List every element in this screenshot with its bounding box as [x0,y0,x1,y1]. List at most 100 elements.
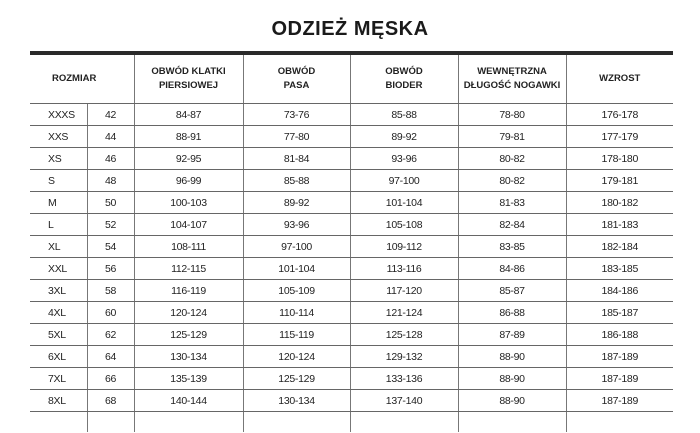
cell-chest: 130-134 [133,345,244,368]
cell-height: 176-178 [565,103,674,126]
cell-chest: 120-124 [133,301,244,324]
cell-hips: 113-116 [349,257,459,280]
cell-hips: 85-88 [349,103,459,126]
size-chart-table: ROZMIAR OBWÓD KLATKI PIERSIOWEJ OBWÓD PASA… [30,51,674,433]
table-row: 3XL 58 116-119 105-109 117-120 85-87 184-186 [30,279,674,302]
cell-size-label: 8XL [30,389,87,412]
cell-chest: 96-99 [133,169,244,192]
cell-height: 186-188 [565,323,674,346]
cell-hips: 121-124 [349,301,459,324]
cell-chest: 135-139 [133,367,244,390]
cell-eu-size: 60 [86,301,135,324]
cell-inseam: 80-82 [457,169,567,192]
cell-inseam: 82-84 [457,213,567,236]
cell-eu-size: 46 [86,147,135,170]
empty-cell [242,411,351,432]
table-row: XXL 56 112-115 101-104 113-116 84-86 183-185 [30,257,674,280]
cell-eu-size: 54 [86,235,135,258]
cell-hips: 93-96 [349,147,459,170]
cell-inseam: 79-81 [457,125,567,148]
cell-eu-size: 58 [86,279,135,302]
cell-inseam: 84-86 [457,257,567,280]
cell-size-label: XL [30,235,87,258]
cell-size-label: 6XL [30,345,87,368]
cell-eu-size: 52 [86,213,135,236]
cell-waist: 89-92 [242,191,351,214]
cell-waist: 85-88 [242,169,351,192]
cell-chest: 92-95 [133,147,244,170]
cell-inseam: 81-83 [457,191,567,214]
cell-inseam: 87-89 [457,323,567,346]
table-row: 5XL 62 125-129 115-119 125-128 87-89 186-188 [30,323,674,346]
cell-waist: 97-100 [242,235,351,258]
cell-inseam: 83-85 [457,235,567,258]
cell-eu-size: 62 [86,323,135,346]
empty-cell [457,411,567,432]
header-height: WZROST [565,53,674,104]
cell-hips: 137-140 [349,389,459,412]
cell-waist: 115-119 [242,323,351,346]
cell-inseam: 78-80 [457,103,567,126]
cell-eu-size: 64 [86,345,135,368]
cell-inseam: 86-88 [457,301,567,324]
cell-chest: 125-129 [133,323,244,346]
table-row: XXXS 42 84-87 73-76 85-88 78-80 176-178 [30,103,674,126]
cell-eu-size: 42 [86,103,135,126]
cell-hips: 101-104 [349,191,459,214]
cell-inseam: 88-90 [457,367,567,390]
cell-inseam: 88-90 [457,389,567,412]
cell-size-label: S [30,169,87,192]
table-row: 7XL 66 135-139 125-129 133-136 88-90 187-189 [30,367,674,390]
cell-height: 187-189 [565,367,674,390]
cell-hips: 117-120 [349,279,459,302]
table-row: 8XL 68 140-144 130-134 137-140 88-90 187-189 [30,389,674,412]
cell-waist: 125-129 [242,367,351,390]
cell-chest: 108-111 [133,235,244,258]
header-hips: OBWÓD BIODER [349,53,459,104]
table-row: XXS 44 88-91 77-80 89-92 79-81 177-179 [30,125,674,148]
cell-hips: 129-132 [349,345,459,368]
cell-eu-size: 48 [86,169,135,192]
empty-cell [86,411,135,432]
cell-size-label: 7XL [30,367,87,390]
cell-height: 187-189 [565,345,674,368]
table-row: 4XL 60 120-124 110-114 121-124 86-88 185-187 [30,301,674,324]
empty-row [30,411,674,433]
cell-height: 183-185 [565,257,674,280]
cell-hips: 89-92 [349,125,459,148]
cell-eu-size: 68 [86,389,135,412]
cell-eu-size: 66 [86,367,135,390]
cell-size-label: 5XL [30,323,87,346]
cell-waist: 120-124 [242,345,351,368]
cell-inseam: 88-90 [457,345,567,368]
cell-height: 180-182 [565,191,674,214]
cell-waist: 93-96 [242,213,351,236]
cell-hips: 133-136 [349,367,459,390]
header-row: ROZMIAR OBWÓD KLATKI PIERSIOWEJ OBWÓD PASA… [30,53,674,104]
cell-hips: 97-100 [349,169,459,192]
cell-chest: 140-144 [133,389,244,412]
cell-inseam: 85-87 [457,279,567,302]
cell-size-label: XXL [30,257,87,280]
cell-waist: 110-114 [242,301,351,324]
cell-waist: 130-134 [242,389,351,412]
cell-height: 184-186 [565,279,674,302]
page-title: ODZIEŻ MĘSKA [271,18,429,40]
cell-inseam: 80-82 [457,147,567,170]
cell-chest: 104-107 [133,213,244,236]
cell-size-label: 3XL [30,279,87,302]
header-size: ROZMIAR [30,53,135,104]
header-inseam: WEWNĘTRZNA DŁUGOŚĆ NOGAWKI [457,53,567,104]
cell-chest: 112-115 [133,257,244,280]
cell-height: 179-181 [565,169,674,192]
cell-size-label: XXS [30,125,87,148]
table-row: S 48 96-99 85-88 97-100 80-82 179-181 [30,169,674,192]
empty-cell [565,411,674,432]
header-waist: OBWÓD PASA [242,53,351,104]
empty-cell [30,412,87,433]
cell-hips: 125-128 [349,323,459,346]
table-row: XS 46 92-95 81-84 93-96 80-82 178-180 [30,147,674,170]
cell-height: 187-189 [565,389,674,412]
cell-height: 182-184 [565,235,674,258]
cell-height: 177-179 [565,125,674,148]
